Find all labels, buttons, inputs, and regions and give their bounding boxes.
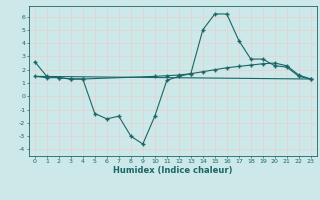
X-axis label: Humidex (Indice chaleur): Humidex (Indice chaleur) <box>113 166 233 175</box>
